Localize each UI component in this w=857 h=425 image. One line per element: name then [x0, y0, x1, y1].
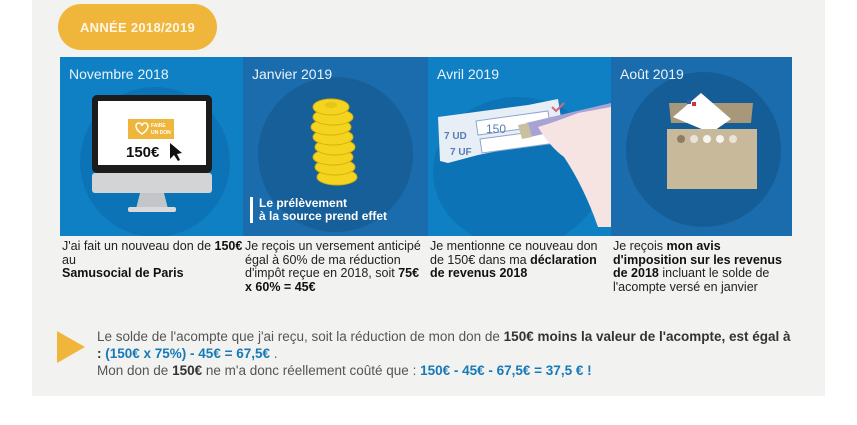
step-month: Janvier 2019: [252, 66, 333, 82]
timeline-step-april: Avril 2019 7 UD 7 UF 150: [428, 57, 611, 236]
svg-text:UN DON: UN DON: [151, 130, 171, 136]
withholding-caption: Le prélèvement à la source prend effet: [250, 197, 387, 223]
tax-form-pen-icon: 7 UD 7 UF 150: [438, 99, 611, 227]
desc-bold: 150€: [214, 239, 243, 253]
coin-stack-icon: [310, 98, 358, 186]
desc-text: au: [62, 252, 76, 267]
step-month: Août 2019: [620, 66, 684, 82]
svg-text:7 UD: 7 UD: [444, 131, 467, 142]
summary-text-part: Mon don de: [97, 363, 173, 378]
computer-donate-icon: FAIRE UN DON 150€: [92, 95, 212, 212]
year-badge: ANNÉE 2018/2019: [58, 4, 217, 50]
svg-text:7 UF: 7 UF: [450, 147, 472, 158]
step-description-august: Je reçois mon avis d'imposition sur les …: [611, 239, 792, 294]
summary-bold: 150€: [503, 329, 534, 344]
summary-text-part: .: [270, 346, 278, 361]
summary-formula: (150€ x 75%) - 45€ = 67,5€: [105, 346, 270, 361]
svg-text:FAIRE: FAIRE: [151, 123, 166, 129]
desc-bold: Samusocial de Paris: [62, 266, 184, 280]
timeline-step-january: Janvier 2019 Le prélèvement à la source …: [243, 57, 428, 236]
step-month: Avril 2019: [437, 66, 500, 82]
svg-text:150€: 150€: [126, 144, 160, 161]
summary-text: Le solde de l'acompte que j'ai reçu, soi…: [97, 328, 797, 379]
svg-text:150: 150: [486, 122, 506, 136]
step-description-january: Je reçois un versement anticipé égal à 6…: [243, 239, 428, 294]
step-description-november: J'ai fait un nouveau don de 150€ au Samu…: [60, 239, 243, 294]
desc-text: Je reçois un versement anticipé égal à 6…: [245, 239, 421, 280]
caption-line-1: Le prélèvement: [259, 196, 348, 210]
timeline-strip: Novembre 2018 FAIRE UN DON 150€ Janvier …: [60, 57, 792, 236]
summary-formula: € !: [572, 363, 592, 378]
timeline-descriptions: J'ai fait un nouveau don de 150€ au Samu…: [60, 239, 792, 294]
caption-line-2: à la source prend effet: [259, 209, 388, 223]
desc-text: J'ai fait un nouveau don de: [62, 239, 215, 253]
summary-text-part: Le solde de l'acompte que j'ai reçu, soi…: [97, 329, 504, 344]
step-month: Novembre 2018: [69, 66, 169, 82]
desc-bold: déclaration de revenus 2018: [430, 252, 597, 280]
timeline-step-november: Novembre 2018 FAIRE UN DON 150€: [60, 57, 243, 236]
summary-bold: moins la valeur de l'acompte, est égal à…: [97, 329, 791, 361]
step-description-april: Je mentionne ce nouveau don de 150€ dans…: [428, 239, 611, 294]
mailbox-letter-icon: [667, 93, 757, 189]
desc-text: Je mentionne ce nouveau don de 150€ dans…: [430, 239, 598, 267]
desc-text: incluant le solde de l'acompte versé en …: [613, 266, 770, 294]
desc-bold: 75€ x 60% = 45€: [245, 266, 420, 294]
play-arrow-icon: [57, 331, 85, 363]
summary-text-part: ne m'a donc réellement coûté que :: [202, 363, 421, 378]
timeline-step-august: Août 2019: [611, 57, 792, 236]
summary-formula: 150€ - 45€ - 67,5€ = 37,5: [420, 363, 573, 378]
desc-bold: mon avis d'imposition sur les revenus de…: [613, 239, 782, 280]
desc-text: Je reçois: [613, 239, 667, 253]
summary-bold: 150€: [172, 363, 203, 378]
